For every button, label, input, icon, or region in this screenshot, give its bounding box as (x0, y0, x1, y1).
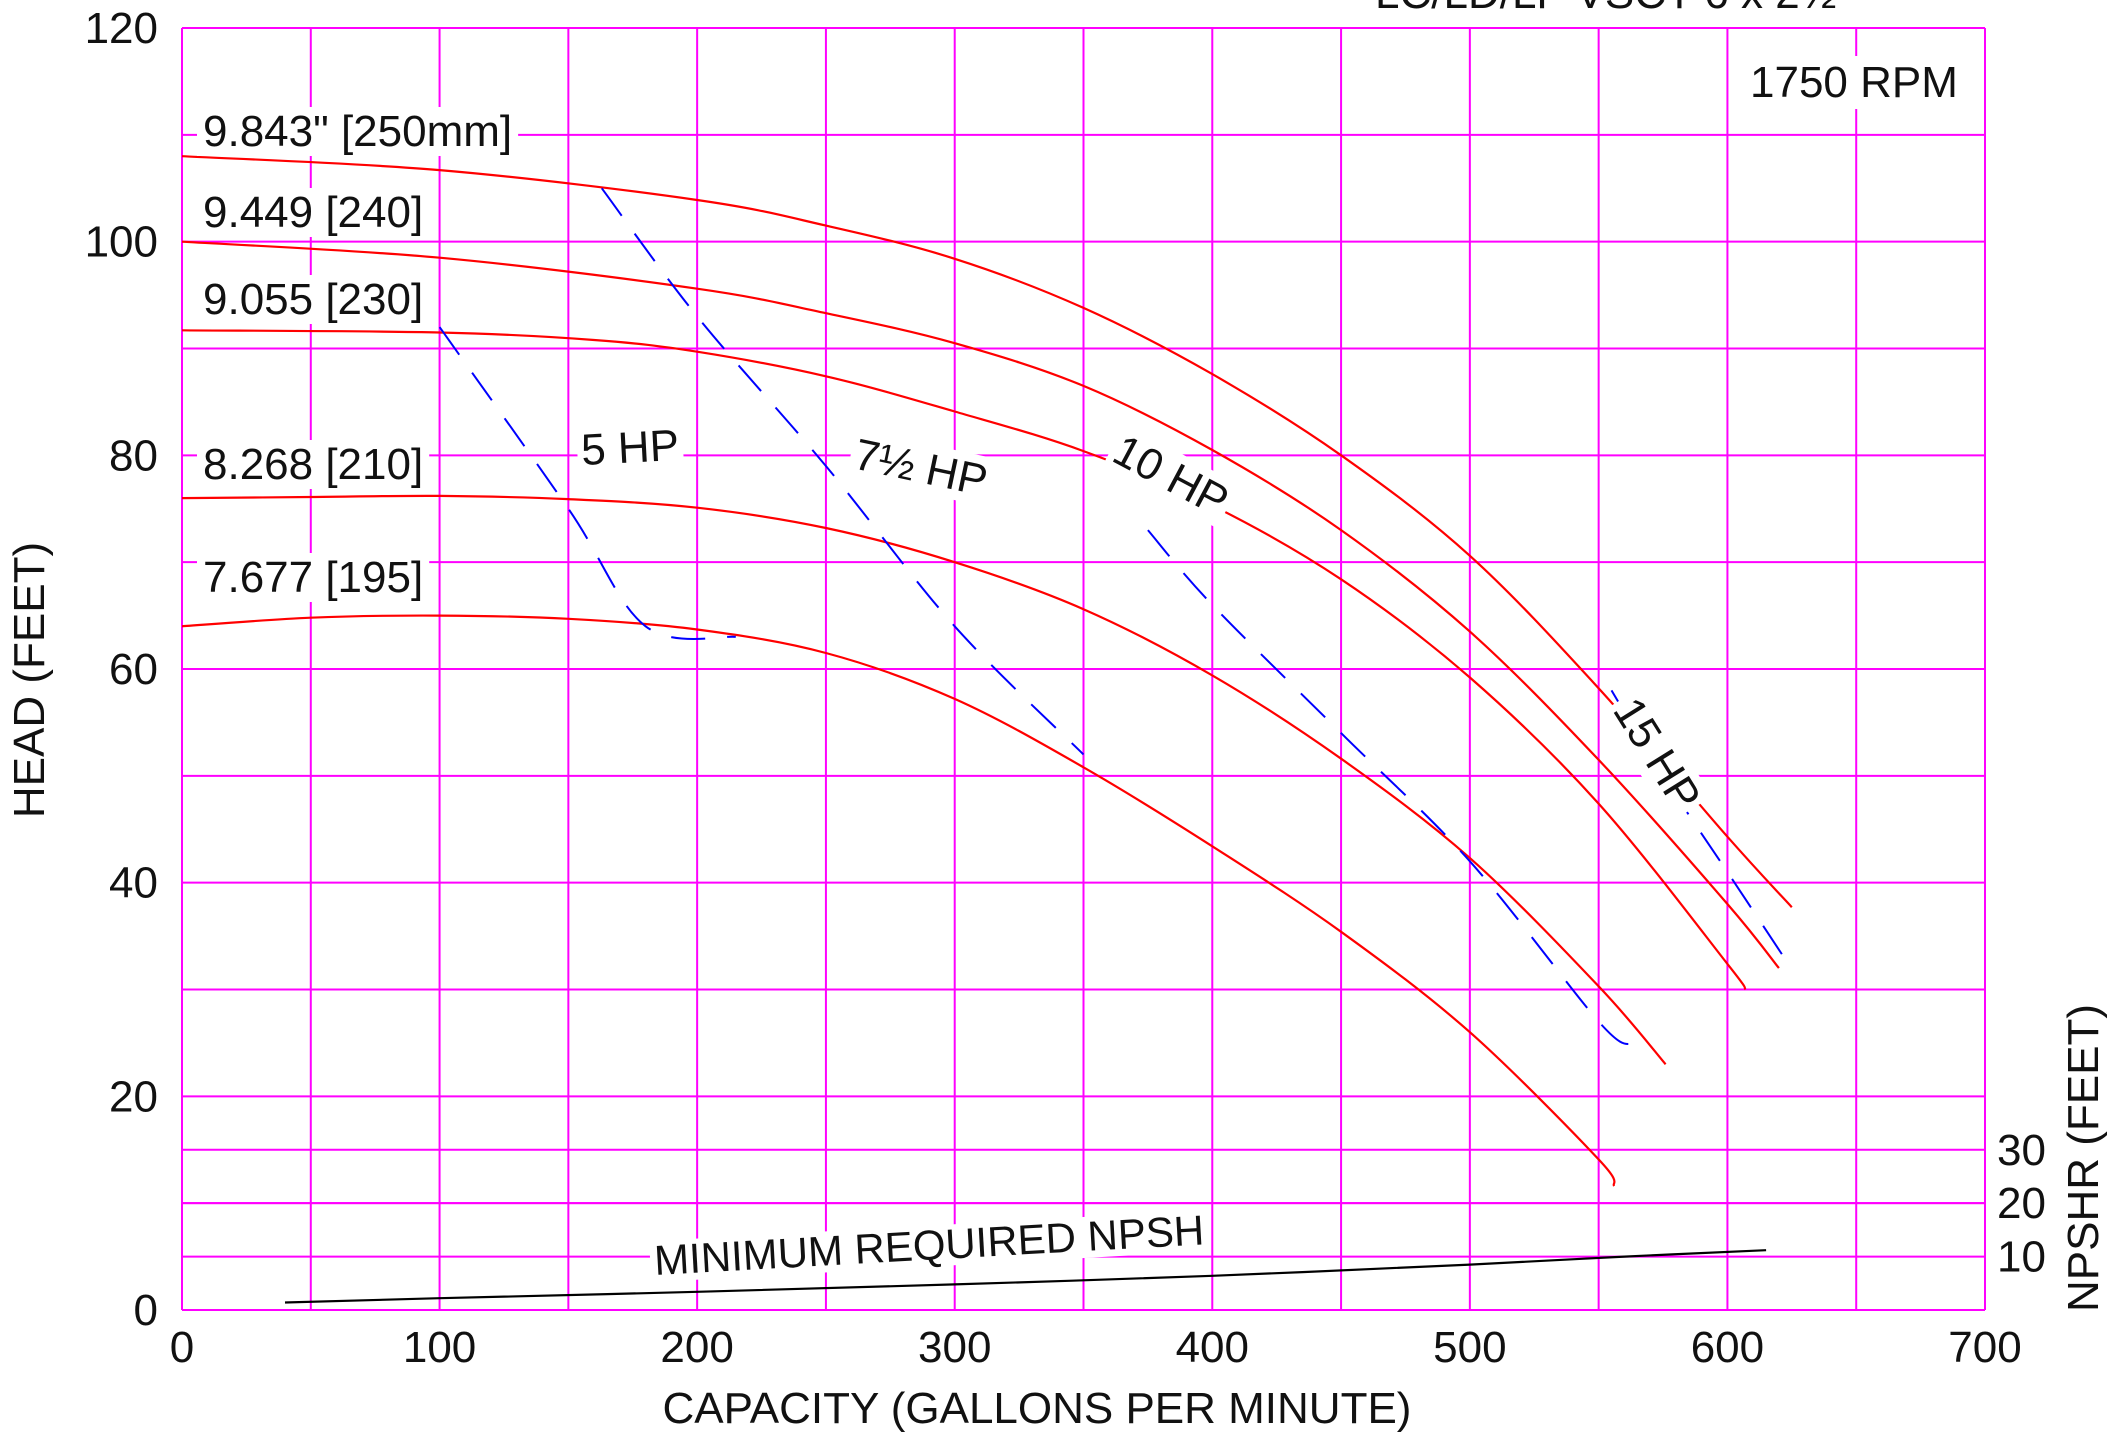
model-title: LC/LD/LF VSCT 6 x 2½ (1375, 0, 1836, 18)
npsh-tick-label: 10 (1997, 1233, 2046, 1282)
impeller-label-bg (197, 553, 430, 602)
y-tick-label: 120 (85, 4, 158, 53)
x-tick-label: 500 (1433, 1323, 1506, 1372)
impeller-curve-3 (181, 494, 1667, 1066)
x-tick-label: 200 (660, 1323, 733, 1372)
x-tick-label: 0 (170, 1323, 194, 1372)
npsh-label-bg (649, 1210, 1210, 1283)
y-tick-label: 20 (109, 1072, 158, 1121)
npsh-curve-group (284, 1249, 1767, 1304)
impeller-label: 9.843" [250mm] (203, 107, 512, 156)
npshr-axis-title: NPSHR (FEET) (2059, 1004, 2108, 1312)
impeller-curve-0 (181, 155, 1793, 908)
npsh-tick-label: 20 (1997, 1179, 2046, 1228)
hp-label-bg (846, 429, 996, 507)
hp-label: 5 HP (580, 421, 680, 475)
y-tick-label: 60 (109, 645, 158, 694)
impeller-curve-1 (181, 240, 1780, 969)
hp-label-bg (1601, 685, 1713, 823)
hp-label: 15 HP (1604, 689, 1710, 819)
y-tick-label: 0 (134, 1286, 158, 1335)
npsh-curve (284, 1249, 1767, 1304)
npsh-tick-label: 30 (1997, 1126, 2046, 1175)
y-tick-label: 100 (85, 218, 158, 267)
npsh-label: MINIMUM REQUIRED NPSH (653, 1206, 1205, 1284)
hp-line-0 (438, 326, 736, 640)
impeller-label: 7.677 [195] (203, 553, 423, 602)
rpm-label-bg (1744, 56, 1964, 109)
x-tick-label: 400 (1176, 1323, 1249, 1372)
impeller-label-bg (197, 275, 430, 324)
y-tick-label: 80 (109, 431, 158, 480)
x-tick-label: 100 (403, 1323, 476, 1372)
hp-label-bg (1101, 423, 1240, 529)
horsepower-lines (438, 187, 1785, 1046)
impeller-label: 8.268 [210] (203, 440, 423, 489)
y-axis-title: HEAD (FEET) (5, 542, 54, 818)
x-axis-title: CAPACITY (GALLONS PER MINUTE) (663, 1384, 1412, 1433)
x-tick-label: 600 (1691, 1323, 1764, 1372)
grid (181, 27, 1986, 1311)
x-tick-label: 700 (1948, 1323, 2021, 1372)
impeller-label-bg (197, 107, 519, 156)
hp-line-1 (600, 187, 1085, 756)
impeller-label-bg (197, 440, 430, 489)
impeller-label: 9.449 [240] (203, 188, 423, 237)
rpm-label: 1750 RPM (1750, 58, 1958, 107)
impeller-label-bg (197, 188, 430, 237)
hp-label-bg (575, 420, 685, 476)
hp-line-2 (1147, 529, 1633, 1046)
hp-label: 7½ HP (850, 430, 992, 506)
impeller-label: 9.055 [230] (203, 275, 423, 324)
impeller-curve-2 (181, 329, 1747, 991)
impeller-curve-4 (181, 614, 1616, 1187)
hp-label: 10 HP (1105, 426, 1236, 527)
y-tick-label: 40 (109, 859, 158, 908)
tick-labels: 0 100 200 300 400 500 600 700 0 20 40 60 80 100 120 10 2… (85, 4, 2046, 1372)
x-tick-label: 300 (918, 1323, 991, 1372)
impeller-curves (181, 155, 1793, 1187)
